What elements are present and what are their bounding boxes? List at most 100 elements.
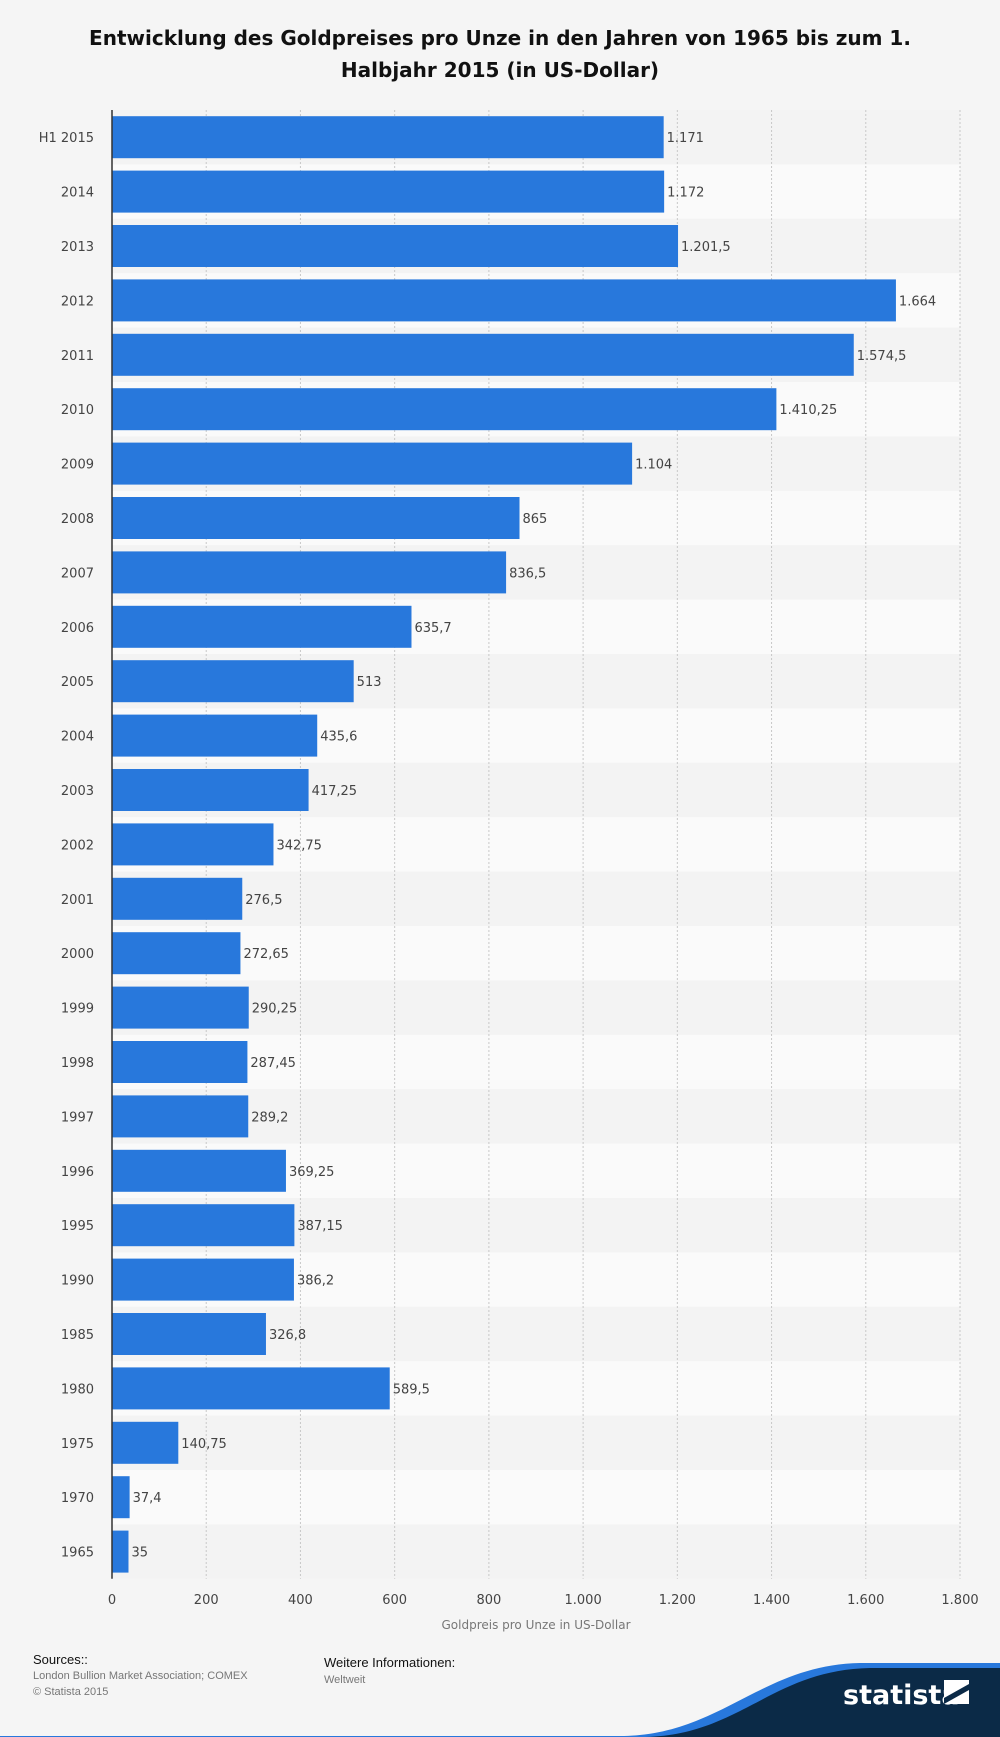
value-label: 1.172 — [667, 186, 704, 201]
category-label: 1970 — [61, 1491, 94, 1506]
bar — [112, 877, 243, 920]
brand-dark-wave — [640, 1668, 1000, 1737]
bar — [112, 442, 633, 485]
value-label: 140,75 — [181, 1437, 227, 1452]
value-label: 289,2 — [251, 1110, 288, 1125]
x-tick-label: 200 — [194, 1593, 219, 1608]
category-label: 2008 — [61, 512, 94, 527]
category-label: 2012 — [61, 294, 94, 309]
category-label: 2013 — [61, 240, 94, 255]
value-label: 387,15 — [297, 1219, 343, 1234]
category-label: 2007 — [61, 566, 94, 581]
x-tick-label: 1.000 — [565, 1593, 602, 1608]
sources-text: London Bullion Market Association; COMEX — [33, 1670, 248, 1682]
category-label: 1999 — [61, 1002, 94, 1017]
value-label: 37,4 — [133, 1491, 162, 1506]
value-label: 635,7 — [414, 621, 451, 636]
bar — [112, 823, 274, 866]
category-label: 1980 — [61, 1382, 94, 1397]
sources-label: Sources:: — [33, 1652, 88, 1667]
bar — [112, 1095, 249, 1138]
x-axis-title: Goldpreis pro Unze in US-Dollar — [441, 1618, 630, 1632]
value-label: 836,5 — [509, 566, 546, 581]
category-label: 2005 — [61, 675, 94, 690]
category-label: 1965 — [61, 1546, 94, 1561]
category-label: 1985 — [61, 1328, 94, 1343]
category-label: 2003 — [61, 784, 94, 799]
row-stripe — [112, 926, 960, 981]
category-label: 1995 — [61, 1219, 94, 1234]
value-label: 287,45 — [250, 1056, 296, 1071]
bar — [112, 769, 309, 811]
bar — [112, 1258, 294, 1301]
x-tick-label: 1.600 — [847, 1593, 884, 1608]
bar — [112, 497, 520, 539]
category-label: H1 2015 — [39, 131, 94, 146]
category-label: 2004 — [61, 730, 94, 745]
bar — [112, 1204, 295, 1247]
bar — [112, 551, 507, 594]
row-stripe — [112, 1470, 960, 1525]
info-label: Weitere Informationen: — [324, 1655, 456, 1670]
value-label: 1.171 — [667, 131, 704, 146]
category-label: 1975 — [61, 1437, 94, 1452]
info-text: Weltweit — [324, 1674, 366, 1686]
category-label: 2010 — [61, 403, 94, 418]
x-tick-label: 0 — [108, 1593, 116, 1608]
row-stripe — [112, 1089, 960, 1144]
brand-logo-icon — [944, 1680, 969, 1704]
chart-title: Entwicklung des Goldpreises pro Unze in … — [89, 26, 911, 82]
value-label: 1.410,25 — [779, 403, 837, 418]
bar — [112, 1476, 130, 1519]
bar-chart: 0 200 400 600 800 1.000 1.200 1.400 1.600 1.800 H1… — [39, 110, 979, 1632]
bar — [112, 1530, 129, 1573]
x-tick-label: 1.800 — [941, 1593, 978, 1608]
x-tick-label: 800 — [476, 1593, 501, 1608]
value-label: 272,65 — [243, 947, 288, 962]
bar — [112, 986, 249, 1029]
bar — [112, 714, 318, 757]
x-tick-label: 400 — [288, 1593, 313, 1608]
category-label: 2006 — [61, 621, 94, 636]
bar — [112, 605, 412, 648]
value-label: 1.574,5 — [857, 349, 907, 364]
category-label: 2011 — [61, 349, 94, 364]
value-label: 35 — [131, 1546, 148, 1561]
value-label: 1.664 — [899, 294, 936, 309]
category-label: 1997 — [61, 1110, 94, 1125]
value-label: 417,25 — [312, 784, 358, 799]
copyright-text: © Statista 2015 — [33, 1686, 109, 1698]
value-label: 276,5 — [245, 893, 282, 908]
value-label: 326,8 — [269, 1328, 306, 1343]
category-label: 2014 — [61, 186, 94, 201]
value-label: 369,25 — [289, 1165, 335, 1180]
value-label: 435,6 — [320, 730, 357, 745]
row-stripe — [112, 1034, 960, 1090]
category-label: 1990 — [61, 1274, 94, 1289]
bar — [112, 279, 896, 322]
x-tick-label: 1.400 — [753, 1593, 790, 1608]
bar — [112, 1313, 266, 1355]
category-label: 2002 — [61, 838, 94, 853]
bar — [112, 1367, 390, 1410]
bar — [112, 1149, 286, 1192]
x-tick-label: 600 — [382, 1593, 407, 1608]
value-label: 589,5 — [393, 1382, 430, 1397]
category-label: 2001 — [61, 893, 94, 908]
x-tick-label: 1.200 — [659, 1593, 696, 1608]
bar — [112, 333, 854, 376]
value-label: 386,2 — [297, 1274, 334, 1289]
row-stripe — [112, 980, 960, 1035]
category-label: 2000 — [61, 947, 94, 962]
row-stripe — [112, 871, 960, 926]
value-label: 1.201,5 — [681, 240, 731, 255]
category-label: 1998 — [61, 1056, 94, 1071]
bar — [112, 1421, 179, 1464]
value-label: 290,25 — [252, 1002, 297, 1017]
bar — [112, 116, 664, 159]
bar — [112, 225, 679, 267]
value-label: 865 — [523, 512, 548, 527]
bar — [112, 660, 354, 703]
value-label: 342,75 — [276, 838, 322, 853]
value-label: 513 — [357, 675, 382, 690]
